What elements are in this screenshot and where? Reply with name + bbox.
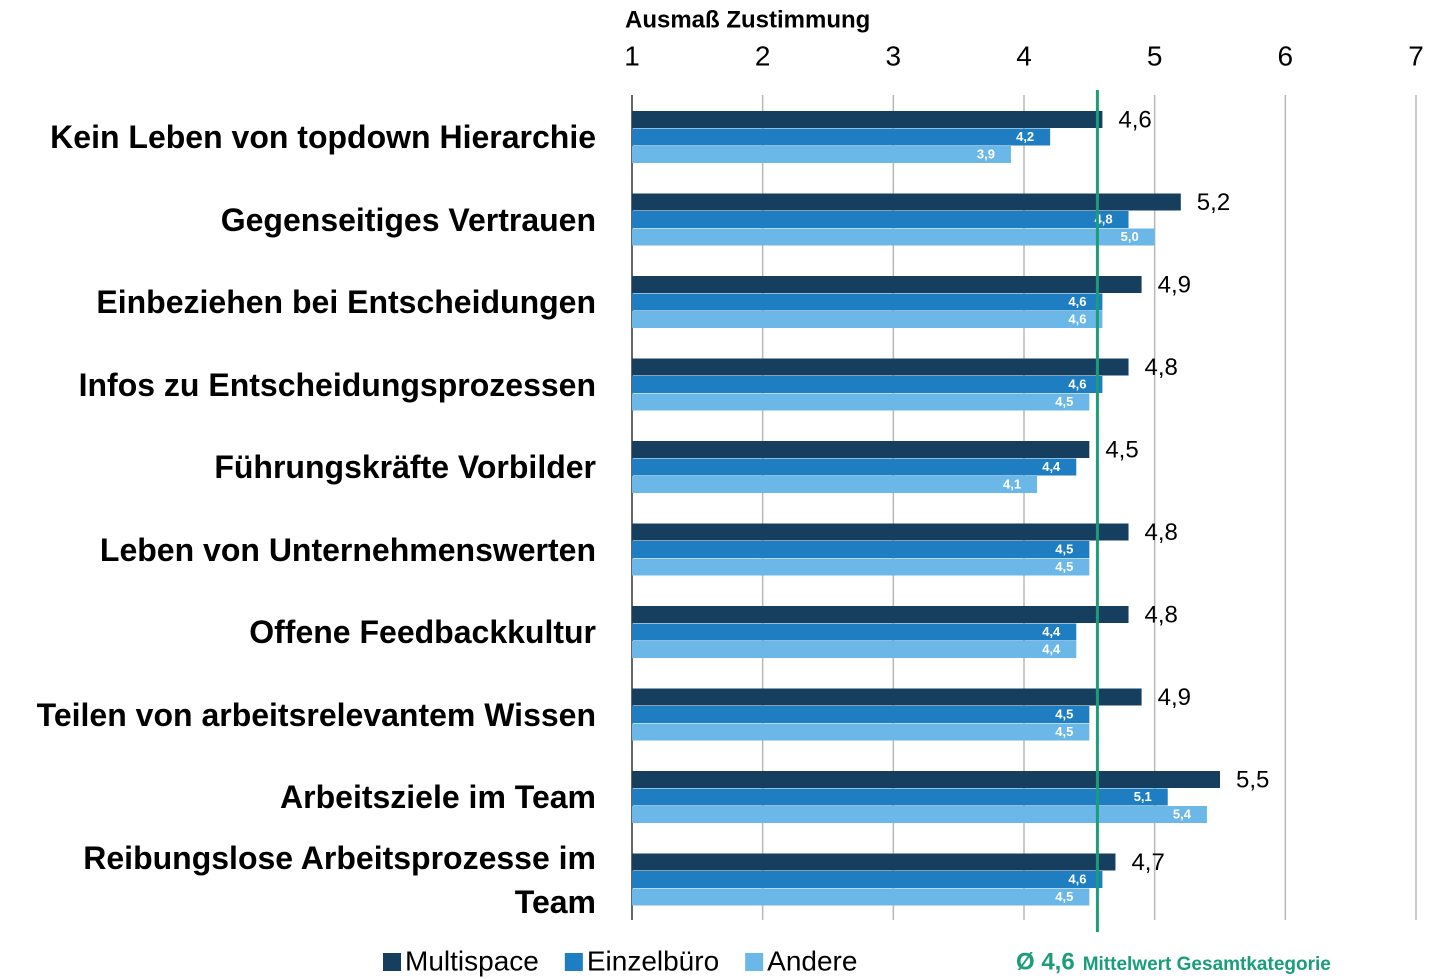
category-label: Teilen von arbeitsrelevantem Wissen — [36, 696, 596, 733]
x-tick-label: 1 — [624, 40, 640, 71]
x-tick-label: 6 — [1278, 40, 1294, 71]
bar — [632, 871, 1103, 888]
x-tick-label: 5 — [1147, 40, 1163, 71]
bar — [632, 193, 1181, 211]
category-label: Einbeziehen bei Entscheidungen — [96, 284, 596, 320]
category-label: Leben von Unternehmenswerten — [99, 531, 596, 568]
bar — [632, 441, 1090, 458]
bar — [632, 393, 1090, 411]
data-label: 4,6 — [1068, 294, 1086, 309]
data-label: 4,4 — [1042, 624, 1061, 639]
data-label: 5,0 — [1121, 229, 1139, 244]
category-label: Infos zu Entscheidungsprozessen — [78, 366, 596, 403]
data-label: 4,6 — [1068, 311, 1086, 326]
bar — [632, 623, 1077, 641]
bar — [632, 641, 1077, 658]
data-label: 4,8 — [1145, 519, 1178, 546]
data-label: 4,6 — [1118, 106, 1151, 133]
bar — [632, 293, 1103, 311]
data-label: 4,4 — [1042, 641, 1061, 656]
data-label: 4,5 — [1055, 394, 1073, 409]
data-label: 4,8 — [1145, 354, 1178, 381]
axis-title: Ausmaß Zustimmung — [625, 6, 870, 33]
data-label: 5,2 — [1197, 189, 1230, 216]
category-label: Arbeitsziele im Team — [280, 779, 596, 815]
x-tick-label: 7 — [1408, 40, 1424, 71]
legend-swatch — [564, 953, 583, 971]
data-label: 5,5 — [1236, 766, 1269, 793]
category-label: Reibungslose Arbeitsprozesse im Team — [83, 839, 596, 920]
bar — [632, 111, 1103, 128]
x-tick-label: 3 — [886, 40, 902, 71]
bar — [632, 523, 1129, 541]
data-label: 4,9 — [1158, 271, 1191, 298]
legend-label: Einzelbüro — [587, 945, 719, 976]
bar — [632, 541, 1090, 558]
bar — [632, 806, 1207, 823]
category-label: Kein Leben von topdown Hierarchie — [50, 119, 596, 155]
bar — [632, 311, 1103, 328]
bar — [632, 853, 1116, 871]
data-label: 4,5 — [1055, 724, 1073, 739]
data-label: 4,4 — [1042, 459, 1061, 474]
mean-text: Mittelwert Gesamtkategorie — [1083, 954, 1331, 975]
data-label: 4,1 — [1003, 476, 1021, 491]
category-label: Gegenseitiges Vertrauen — [220, 201, 596, 238]
bar — [632, 358, 1129, 376]
data-label: 5,1 — [1134, 789, 1152, 804]
data-label: 4,8 — [1145, 601, 1178, 628]
bar — [632, 788, 1168, 806]
data-label: 4,6 — [1068, 376, 1086, 391]
bar — [632, 476, 1038, 493]
data-label: 3,9 — [977, 146, 995, 161]
bar — [632, 276, 1142, 293]
data-label: 5,4 — [1173, 806, 1192, 821]
bar — [632, 458, 1077, 476]
bar — [632, 888, 1090, 906]
legend-label: Andere — [767, 945, 857, 976]
category-label: Offene Feedbackkultur — [249, 614, 596, 650]
mean-label: Ø 4,6 — [1016, 948, 1075, 975]
legend-swatch — [383, 953, 401, 971]
data-label: 4,5 — [1055, 889, 1073, 904]
data-label: 4,8 — [1094, 211, 1112, 226]
data-label: 4,7 — [1131, 849, 1164, 876]
x-tick-label: 4 — [1016, 40, 1032, 71]
data-label: 4,5 — [1105, 436, 1138, 463]
data-label: 4,5 — [1055, 541, 1073, 556]
x-tick-label: 2 — [755, 40, 771, 71]
bar — [632, 128, 1051, 146]
bar — [632, 771, 1220, 788]
bar — [632, 228, 1155, 246]
bar — [632, 558, 1090, 576]
data-label: 4,2 — [1016, 129, 1034, 144]
data-label: 4,5 — [1055, 706, 1073, 721]
category-label: Führungskräfte Vorbilder — [214, 449, 596, 485]
bar — [632, 376, 1103, 393]
bar — [632, 146, 1011, 163]
bar — [632, 723, 1090, 741]
bar — [632, 606, 1129, 623]
bar — [632, 211, 1129, 228]
data-label: 4,9 — [1158, 684, 1191, 711]
bar — [632, 688, 1142, 706]
legend-label: Multispace — [405, 945, 539, 976]
data-label: 4,5 — [1055, 559, 1073, 574]
bar — [632, 706, 1090, 723]
data-label: 4,6 — [1068, 871, 1086, 886]
legend-swatch — [745, 953, 764, 971]
